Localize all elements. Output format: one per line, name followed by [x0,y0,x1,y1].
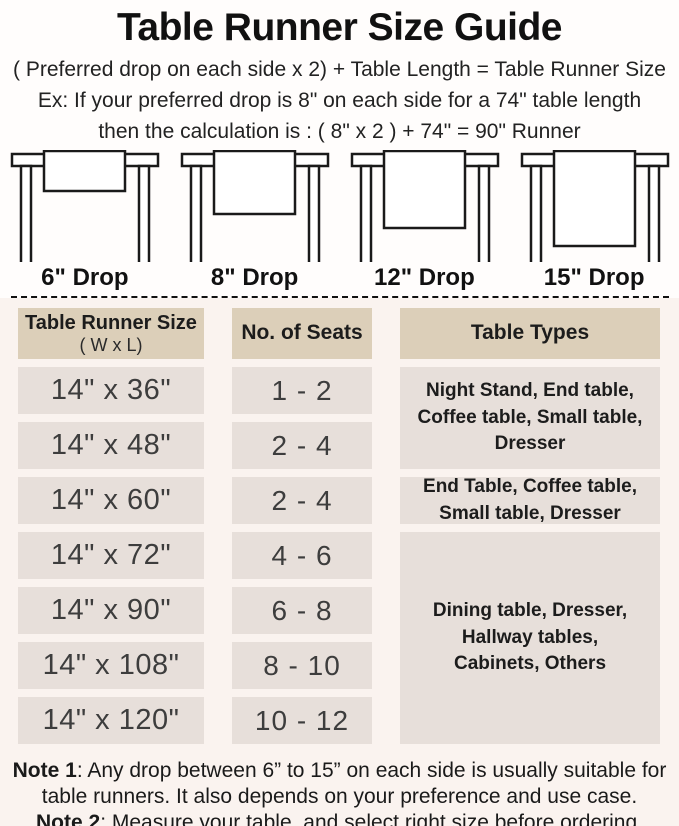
notes-section: Note 1: Any drop between 6” to 15” on ea… [0,758,679,826]
runner-size-cell: 14" x 108" [18,642,204,689]
example-line-1: Ex: If your preferred drop is 8" on each… [37,89,642,112]
seats-cell: 4 - 6 [232,532,372,579]
dashed-divider [10,296,669,298]
drop-label: 12" Drop [374,264,475,291]
seats-cell: 10 - 12 [232,697,372,744]
formula-text: ( Preferred drop on each side x 2) + Tab… [13,58,666,81]
table-with-runner-drawing [520,150,670,262]
runner-size-cell: 14" x 48" [18,422,204,469]
table-types-cell-small: Night Stand, End table, Coffee table, Sm… [400,367,660,469]
table-with-runner-drawing [350,150,500,262]
table-types-cell-medium: End Table, Coffee table, Small table, Dr… [400,476,660,524]
table-types-cell-large: Dining table, Dresser, Hallway tables, C… [400,532,660,744]
column-header-runner-size-title: Table Runner Size [25,311,197,334]
runner-size-cell: 14" x 36" [18,367,204,414]
note-1-label: Note 1 [12,759,77,782]
note-2: Note 2: Measure your table, and select r… [0,810,679,826]
table-with-runner-drawing [10,150,160,262]
seats-cell: 2 - 4 [232,422,372,469]
drop-labels-row: 6" Drop 8" Drop 12" Drop 15" Drop [0,262,679,292]
page-title: Table Runner Size Guide [116,6,563,49]
table-drop-diagram [510,150,679,262]
table-drop-diagram [170,150,340,262]
column-header-seats: No. of Seats [232,308,372,359]
seats-cell: 1 - 2 [232,367,372,414]
note-1-text: : Any drop between 6” to 15” on each sid… [41,759,667,808]
seats-cell: 8 - 10 [232,642,372,689]
table-drop-diagram [340,150,510,262]
runner-size-cell: 14" x 120" [18,697,204,744]
note-1: Note 1: Any drop between 6” to 15” on ea… [0,758,679,810]
drop-label: 8" Drop [210,264,299,291]
size-table: Table Runner Size ( W x L) No. of Seats … [0,298,679,744]
header-section: Table Runner Size Guide ( Preferred drop… [0,0,679,298]
drop-label: 6" Drop [41,264,129,291]
note-2-text: : Measure your table, and select right s… [100,811,643,826]
table-with-runner-drawing [180,150,330,262]
seats-cell: 6 - 8 [232,587,372,634]
example-line-2: then the calculation is : ( 8" x 2 ) + 7… [98,120,581,143]
seats-cell: 2 - 4 [232,477,372,524]
column-header-table-types: Table Types [400,308,660,359]
column-header-runner-size-subtitle: ( W x L) [79,334,143,355]
drop-diagrams [0,150,679,262]
runner-size-cell: 14" x 60" [18,477,204,524]
drop-label: 15" Drop [543,264,645,291]
note-2-label: Note 2 [36,811,101,826]
runner-size-cell: 14" x 72" [18,532,204,579]
column-header-runner-size: Table Runner Size ( W x L) [18,308,204,359]
runner-size-cell: 14" x 90" [18,587,204,634]
table-drop-diagram [0,150,170,262]
